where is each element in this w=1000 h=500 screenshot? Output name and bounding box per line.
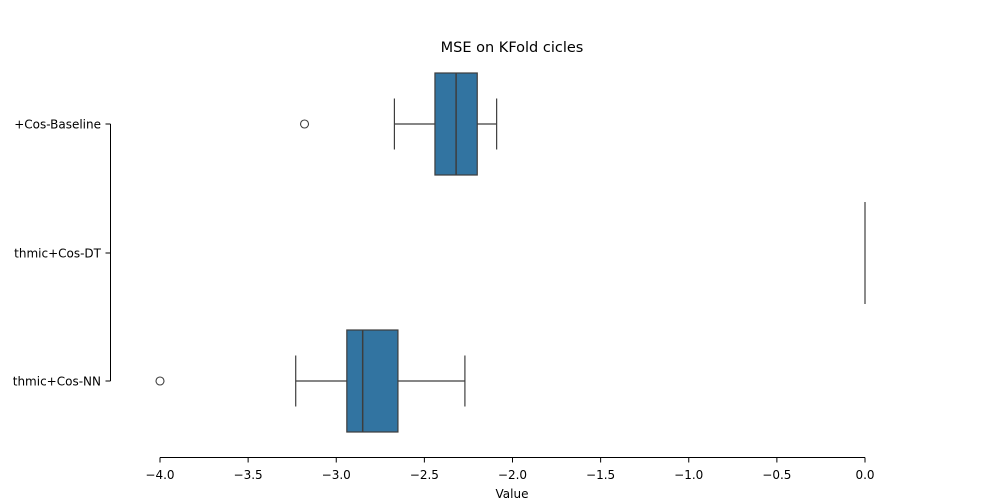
x-tick-label: −3.5 <box>234 468 263 482</box>
x-tick-label: −2.5 <box>410 468 439 482</box>
box-group <box>299 72 498 176</box>
plot-area <box>155 72 866 433</box>
y-tick-label: +Cos-Baseline <box>14 118 101 132</box>
box-group <box>155 329 466 433</box>
x-tick-label: −4.0 <box>145 468 174 482</box>
x-axis: −4.0 −3.5 −3.0 −2.5 −2.0 −1.5 −1.0 −0.5 0.0 <box>145 457 875 482</box>
x-axis-title: Value <box>496 487 529 500</box>
outlier-point <box>155 376 165 386</box>
y-axis: +Cos-Baseline thmic+Cos-DT thmic+Cos-NN <box>13 118 111 389</box>
x-tick-label: −1.0 <box>674 468 703 482</box>
outlier-point <box>299 119 310 129</box>
x-tick-label: −3.0 <box>322 468 351 482</box>
x-tick-label: −1.5 <box>586 468 615 482</box>
y-tick-label: thmic+Cos-NN <box>13 375 101 389</box>
y-tick-label: thmic+Cos-DT <box>14 247 102 261</box>
box-iqr <box>346 329 399 433</box>
x-tick-label: −0.5 <box>762 468 791 482</box>
x-tick-label: −2.0 <box>498 468 527 482</box>
x-tick-label: 0.0 <box>855 468 874 482</box>
chart-title: MSE on KFold cicles <box>441 40 584 56</box>
